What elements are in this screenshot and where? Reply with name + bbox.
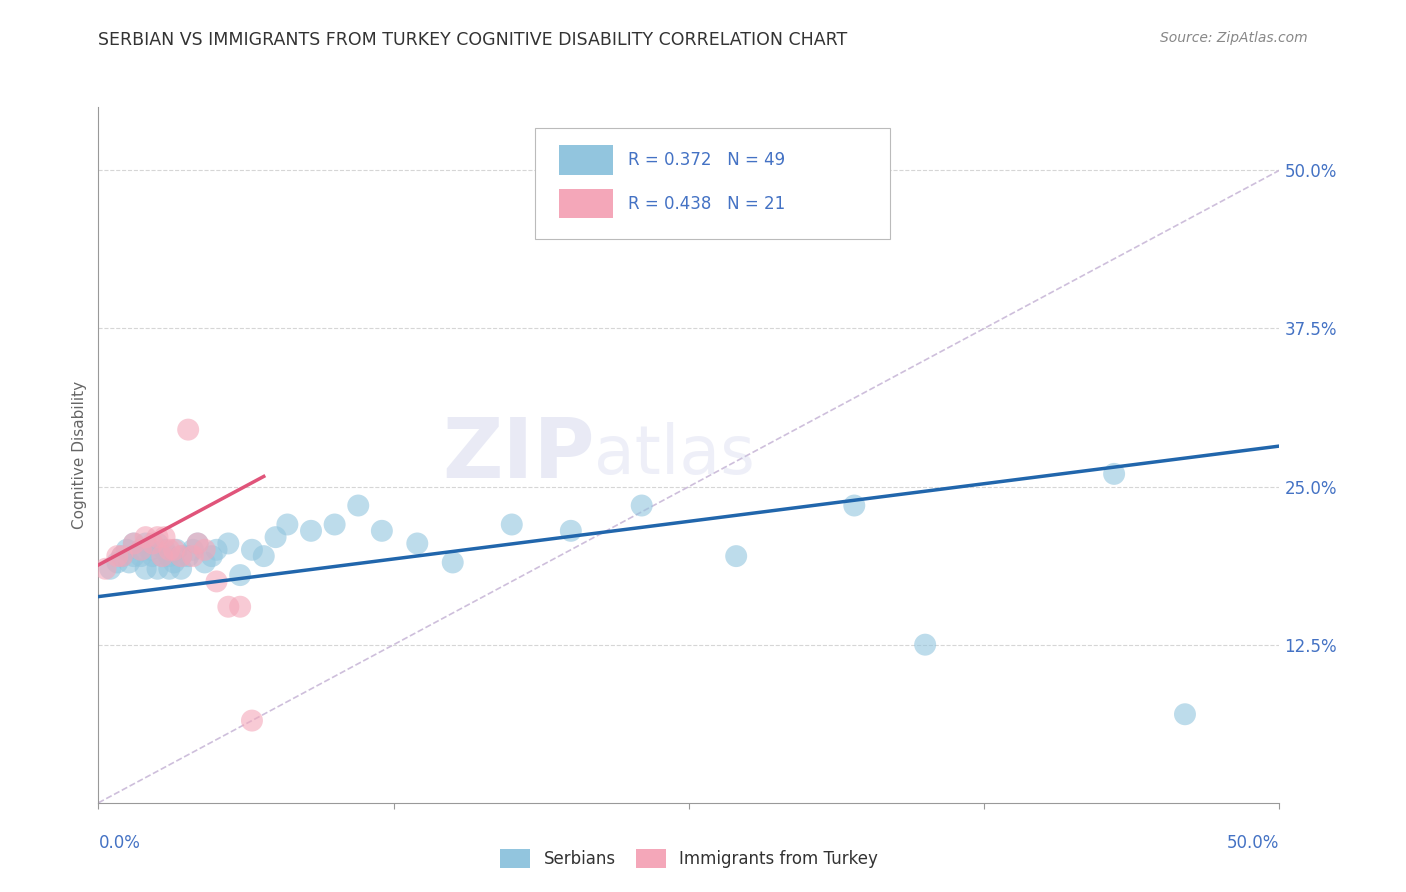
FancyBboxPatch shape	[536, 128, 890, 239]
Text: R = 0.438   N = 21: R = 0.438 N = 21	[627, 194, 785, 213]
Point	[135, 562, 157, 576]
Point	[205, 542, 228, 557]
Point	[217, 599, 239, 614]
Point	[229, 568, 252, 582]
Point	[129, 549, 152, 563]
Point	[146, 530, 169, 544]
Point	[150, 549, 173, 563]
Point	[146, 536, 169, 550]
Point	[240, 714, 263, 728]
Point	[441, 556, 464, 570]
Text: 0.0%: 0.0%	[98, 834, 141, 852]
Point	[194, 542, 217, 557]
Y-axis label: Cognitive Disability: Cognitive Disability	[72, 381, 87, 529]
Point	[406, 536, 429, 550]
Point	[122, 549, 145, 563]
Point	[194, 556, 217, 570]
Point	[201, 549, 224, 563]
Point	[181, 549, 204, 563]
Point	[229, 599, 252, 614]
FancyBboxPatch shape	[560, 189, 613, 219]
Point	[157, 562, 180, 576]
Text: R = 0.372   N = 49: R = 0.372 N = 49	[627, 151, 785, 169]
Point	[111, 549, 134, 563]
Point	[1174, 707, 1197, 722]
Point	[371, 524, 394, 538]
Point	[630, 499, 652, 513]
Point	[105, 549, 128, 563]
Text: SERBIAN VS IMMIGRANTS FROM TURKEY COGNITIVE DISABILITY CORRELATION CHART: SERBIAN VS IMMIGRANTS FROM TURKEY COGNIT…	[98, 31, 848, 49]
Point	[170, 562, 193, 576]
Point	[94, 562, 117, 576]
Point	[177, 549, 200, 563]
Legend: Serbians, Immigrants from Turkey: Serbians, Immigrants from Turkey	[494, 842, 884, 874]
Point	[122, 536, 145, 550]
Point	[1102, 467, 1125, 481]
Point	[205, 574, 228, 589]
Text: atlas: atlas	[595, 422, 755, 488]
Point	[111, 549, 134, 563]
Point	[135, 530, 157, 544]
Point	[347, 499, 370, 513]
Point	[170, 549, 193, 563]
FancyBboxPatch shape	[560, 145, 613, 175]
Point	[276, 517, 298, 532]
Point	[163, 556, 186, 570]
Point	[299, 524, 322, 538]
Point	[139, 542, 162, 557]
Point	[177, 423, 200, 437]
Point	[914, 638, 936, 652]
Point	[153, 542, 176, 557]
Point	[187, 536, 209, 550]
Point	[165, 542, 187, 557]
Point	[264, 530, 287, 544]
Point	[118, 556, 141, 570]
Point	[98, 562, 121, 576]
Point	[146, 562, 169, 576]
Point	[217, 536, 239, 550]
Point	[157, 549, 180, 563]
Point	[129, 542, 152, 557]
Point	[181, 542, 204, 557]
Point	[142, 549, 165, 563]
Point	[122, 536, 145, 550]
Point	[163, 542, 186, 557]
Point	[115, 542, 138, 557]
Point	[150, 549, 173, 563]
Point	[725, 549, 748, 563]
Point	[187, 536, 209, 550]
Point	[844, 499, 866, 513]
Point	[323, 517, 346, 532]
Point	[157, 542, 180, 557]
Point	[501, 517, 523, 532]
Text: Source: ZipAtlas.com: Source: ZipAtlas.com	[1160, 31, 1308, 45]
Point	[129, 542, 152, 557]
Point	[105, 556, 128, 570]
Point	[153, 530, 176, 544]
Point	[135, 536, 157, 550]
Point	[240, 542, 263, 557]
Point	[170, 549, 193, 563]
Point	[560, 524, 582, 538]
Point	[142, 536, 165, 550]
Text: ZIP: ZIP	[441, 415, 595, 495]
Text: 50.0%: 50.0%	[1227, 834, 1279, 852]
Point	[253, 549, 276, 563]
